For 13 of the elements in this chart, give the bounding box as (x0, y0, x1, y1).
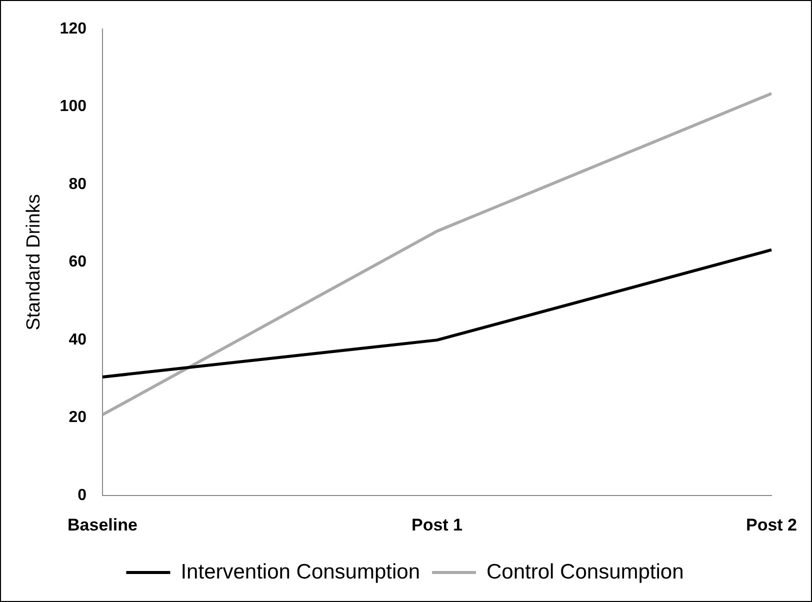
legend-label: Control Consumption (486, 560, 684, 584)
y-tick-label: 80 (68, 176, 87, 193)
y-tick-label: 0 (78, 487, 87, 504)
x-tick-label: Baseline (68, 515, 138, 534)
y-tick-label: 100 (60, 98, 87, 116)
legend-label: Intervention Consumption (180, 560, 420, 584)
y-tick-label: 20 (68, 409, 87, 426)
y-axis-title: Standard Drinks (24, 194, 45, 330)
y-tick-label: 60 (68, 254, 87, 271)
x-tick-label: Post 1 (411, 515, 463, 534)
y-tick-label: 120 (60, 20, 87, 38)
x-tick-label: Post 2 (746, 515, 798, 534)
y-tick-label: 40 (68, 331, 87, 348)
